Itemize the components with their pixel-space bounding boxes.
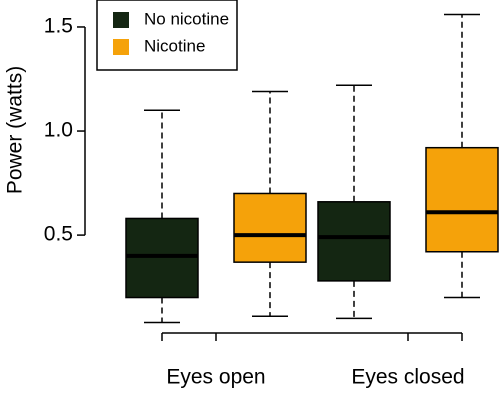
y-tick-label: 1.5 [44, 15, 73, 38]
legend-swatch [113, 39, 129, 55]
x-tick-label: Eyes closed [351, 366, 464, 389]
box [125, 217, 199, 299]
legend: No nicotine Nicotine [96, 0, 238, 71]
legend-label: Nicotine [144, 36, 205, 55]
x-tick-label: Eyes open [166, 366, 265, 389]
legend-label: No nicotine [144, 9, 229, 28]
y-tick-label: 1.0 [44, 119, 73, 142]
box [233, 192, 307, 263]
y-axis-label: Power (watts) [4, 66, 27, 194]
legend-frame [96, 0, 238, 71]
legend-swatch [113, 12, 129, 28]
box [317, 201, 391, 282]
y-tick-label: 0.5 [44, 223, 73, 246]
box [425, 146, 499, 253]
